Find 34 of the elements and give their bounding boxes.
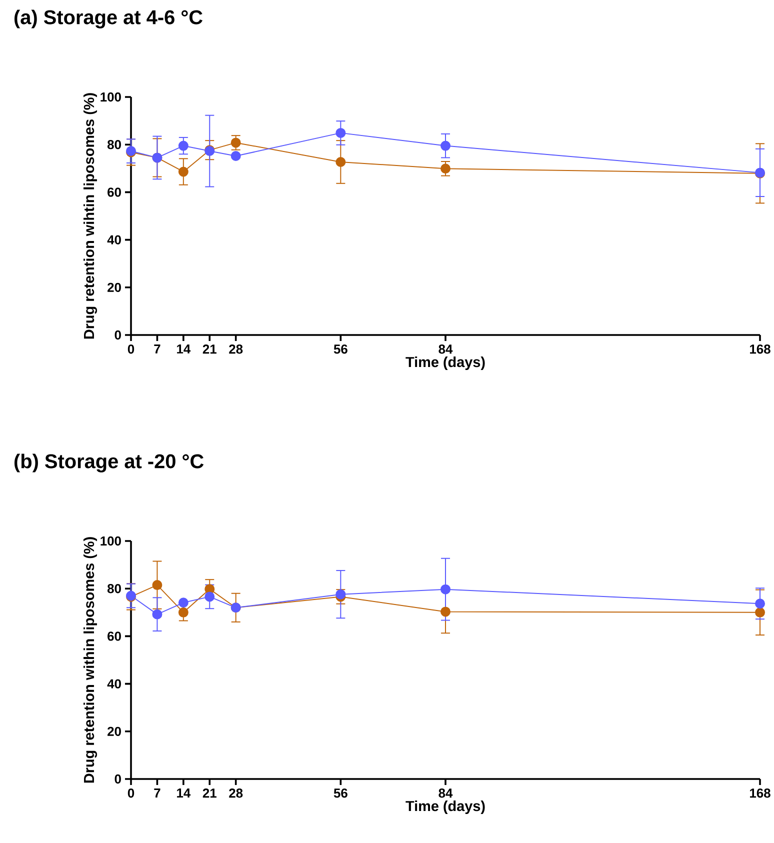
x-tick-label: 7 (154, 344, 160, 354)
x-tick-label: 56 (334, 344, 348, 354)
x-tick-label: 7 (154, 788, 160, 798)
x-axis-title: Time (days) (406, 356, 485, 370)
y-tick-label: 0 (114, 330, 121, 340)
y-axis-title: Drug retention within liposomes (%) (84, 537, 98, 783)
x-tick-label: 84 (438, 344, 453, 354)
x-tick-label: 0 (128, 344, 134, 354)
y-tick-label: 20 (108, 726, 121, 736)
x-tick-label: 84 (438, 788, 453, 798)
chart-title: (a) Storage at 4-6 °C (14, 10, 202, 28)
x-tick-label: 28 (229, 344, 243, 354)
x-tick-label: 21 (202, 344, 216, 354)
y-tick-label: 20 (108, 282, 121, 292)
y-tick-label: 60 (108, 188, 121, 197)
y-tick-label: 0 (114, 774, 121, 784)
x-axis-title: Time (days) (406, 800, 485, 814)
y-tick-label: 100 (100, 536, 121, 546)
y-tick-label: 100 (100, 92, 121, 102)
x-tick-label: 168 (750, 344, 770, 354)
x-tick-label: 21 (202, 788, 216, 798)
x-tick-label: 14 (177, 344, 191, 354)
y-tick-label: 80 (107, 140, 121, 150)
y-axis-title: Drug retention wihtin liposomes (%) (84, 93, 98, 339)
y-tick-label: 80 (107, 584, 121, 594)
y-tick-label: 40 (107, 679, 121, 688)
y-tick-label: 40 (107, 235, 121, 244)
chart-title: (b) Storage at -20 °C (14, 454, 204, 472)
x-tick-label: 14 (177, 788, 191, 798)
x-tick-label: 56 (334, 788, 348, 798)
y-tick-label: 60 (108, 632, 121, 641)
x-tick-label: 168 (750, 788, 770, 798)
x-tick-label: 28 (229, 788, 243, 798)
x-tick-label: 0 (128, 788, 134, 798)
